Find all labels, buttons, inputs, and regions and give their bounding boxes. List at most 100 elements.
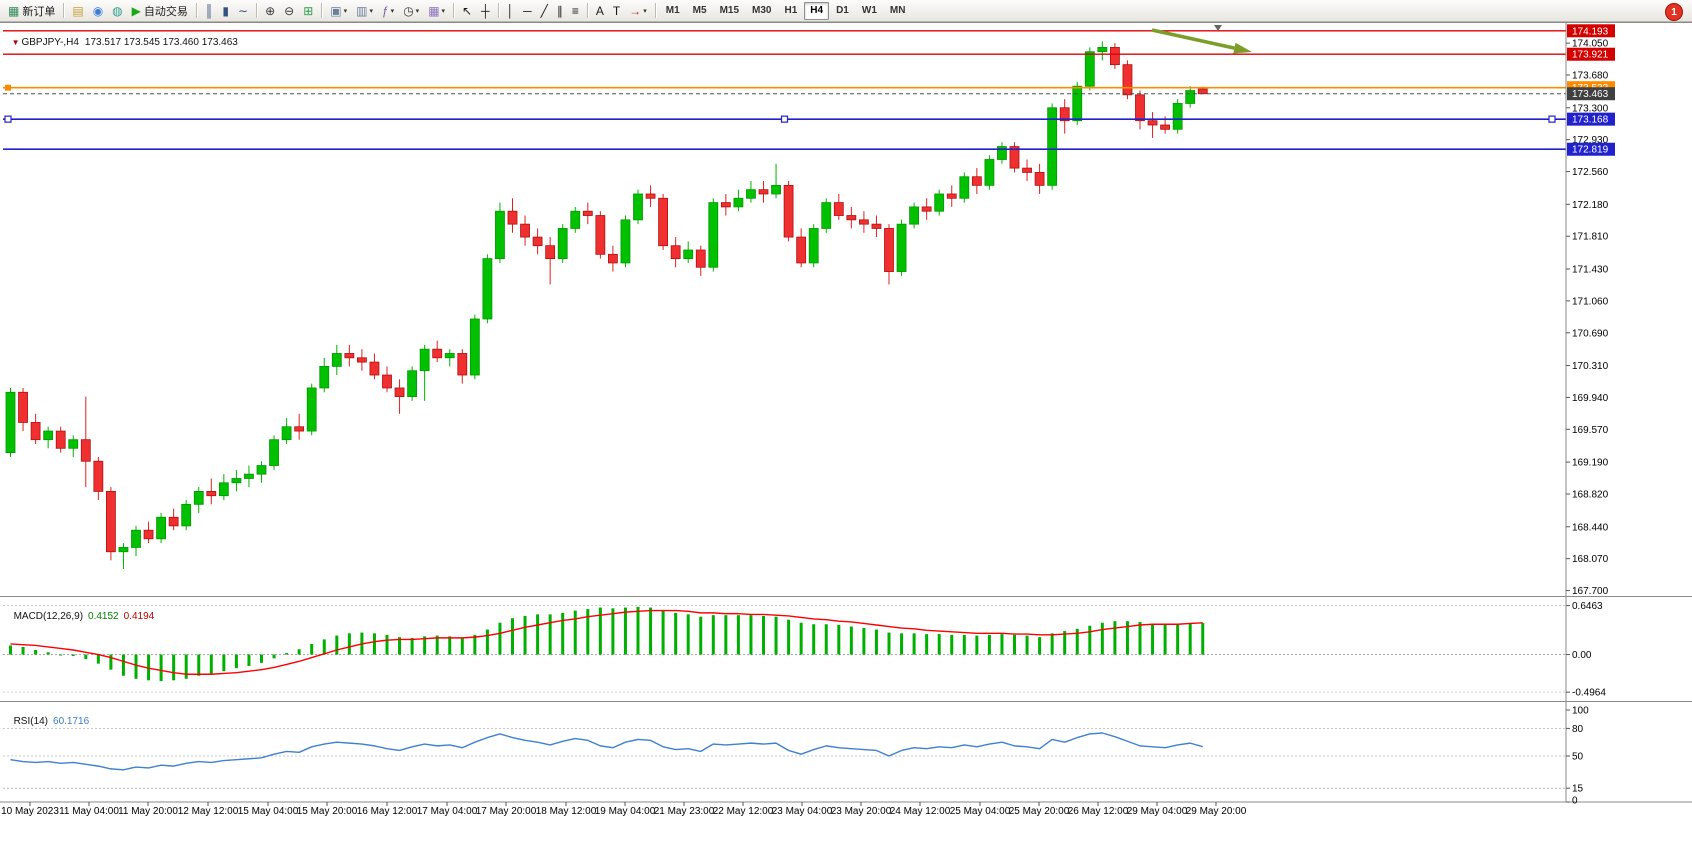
horizontal-line-objects[interactable] [3, 30, 1566, 151]
zoom-in-button[interactable]: ⊕ [261, 1, 279, 21]
timeframe-d1-button[interactable]: D1 [836, 5, 849, 16]
dropdown-arrow-icon[interactable]: ▾ [415, 7, 420, 15]
svg-text:-0.4964: -0.4964 [1572, 688, 1606, 699]
svg-text:167.700: 167.700 [1572, 586, 1609, 597]
navigator-button[interactable]: ◍ [108, 1, 126, 21]
hline-handle[interactable] [4, 115, 12, 123]
fibonacci-button[interactable]: ≡ [568, 1, 583, 21]
svg-text:15 May 04:00: 15 May 04:00 [238, 806, 299, 817]
chart-shift-marker-layer[interactable] [1214, 25, 1222, 31]
trendline-button[interactable]: ╱ [537, 1, 552, 21]
dropdown-arrow-icon[interactable]: ▾ [343, 7, 348, 15]
zoom-out-button[interactable]: ⊖ [280, 1, 298, 21]
line-chart-button[interactable]: ∼ [234, 1, 252, 21]
svg-text:172.930: 172.930 [1572, 135, 1609, 146]
crosshair-button[interactable]: ┼ [477, 1, 494, 21]
dropdown-arrow-icon[interactable]: ▾ [643, 7, 647, 15]
svg-text:15: 15 [1572, 784, 1584, 795]
dropdown-arrow-icon[interactable]: ▾ [441, 7, 446, 15]
autotrading-play-icon: ▶ [131, 3, 141, 18]
svg-text:171.060: 171.060 [1572, 296, 1609, 307]
chart-shift-button[interactable]: ▥ ▾ [352, 1, 377, 21]
svg-text:80: 80 [1572, 724, 1584, 735]
timeframe-m15-button[interactable]: M15 [719, 5, 740, 16]
hline-handle[interactable] [780, 115, 789, 123]
time-axis[interactable]: 10 May 2023 11 May 04:00 11 May 20:00 12 Ma… [1, 802, 1247, 817]
svg-text:169.940: 169.940 [1572, 393, 1609, 404]
toolbar-separator [321, 3, 323, 18]
text-button[interactable]: A [592, 1, 608, 21]
dropdown-arrow-icon[interactable]: ▾ [390, 7, 395, 15]
charts-grid-icon: ▤ [72, 3, 84, 18]
timeframe-h4-button[interactable]: H4 [804, 1, 830, 20]
svg-text:17 May 20:00: 17 May 20:00 [476, 806, 537, 817]
auto-scroll-button[interactable]: ▣ ▾ [326, 1, 351, 21]
dropdown-arrow-icon[interactable]: ▾ [369, 7, 373, 15]
main-toolbar: ▦ 新订单 ▤ ◉ ◍ ▶ 自动交易 ║ ▮ ∼ ⊕ ⊖ ⊞ ▣ ▾ ▥ ▾ ƒ ▾ ◷ ▾ ▦ ▾ ↖ ┼ │ ─ ╱ ∥ ≡ A T → ▾ M… [0, 0, 1692, 22]
price-scale[interactable]: 174.050 173.680 173.300 172.930 172.560 172.1… [1566, 24, 1615, 597]
toolbar-separator [586, 3, 588, 18]
svg-text:169.570: 169.570 [1572, 425, 1609, 436]
svg-text:173.168: 173.168 [1572, 115, 1609, 126]
crosshair-icon: ┼ [481, 3, 490, 18]
timeframe-w1-button[interactable]: W1 [861, 5, 877, 16]
svg-text:174.193: 174.193 [1572, 26, 1609, 37]
bar-chart-button[interactable]: ║ [201, 1, 218, 21]
chart-collapse-icon[interactable]: ▼ [11, 38, 20, 47]
timeframe-m5-button[interactable]: M5 [692, 5, 707, 16]
indicators-icon: ƒ [381, 3, 389, 18]
hline-handle[interactable] [1548, 115, 1556, 123]
candlestick-icon: ▮ [222, 3, 230, 18]
new-order-button[interactable]: ▦ 新订单 [4, 1, 59, 21]
charts-grid-button[interactable]: ▤ [68, 1, 87, 21]
timeframe-m1-button[interactable]: M1 [665, 5, 680, 16]
vertical-line-button[interactable]: │ [503, 1, 519, 21]
arrow-annotation[interactable] [1151, 28, 1252, 54]
arrows-button[interactable]: → ▾ [625, 1, 651, 21]
svg-text:169.190: 169.190 [1572, 458, 1609, 469]
price-badge: 174.193 [1567, 24, 1615, 38]
autotrading-button[interactable]: ▶ 自动交易 [128, 1, 192, 21]
timeframe-h1-button[interactable]: H1 [784, 5, 798, 16]
chart-title: ▼ GBPJPY-,H4 173.517 173.545 173.460 173.4… [6, 26, 238, 48]
hline-handle[interactable] [5, 84, 11, 91]
indicators-button[interactable]: ƒ ▾ [378, 1, 398, 21]
toolbar-separator [256, 3, 258, 18]
horizontal-line-button[interactable]: ─ [519, 1, 536, 21]
chart-shift-marker[interactable] [1214, 25, 1222, 31]
macd-signal-line [10, 609, 1203, 675]
svg-text:0: 0 [1572, 796, 1578, 807]
svg-text:11 May 20:00: 11 May 20:00 [118, 806, 178, 817]
chart-shift-icon: ▥ [356, 3, 368, 18]
channel-button[interactable]: ∥ [553, 1, 567, 21]
price-badge: 173.463 [1567, 87, 1615, 101]
svg-text:173.680: 173.680 [1572, 71, 1609, 82]
market-watch-button[interactable]: ◉ [89, 1, 107, 21]
templates-icon: ▦ [428, 3, 440, 18]
timeframe-m30-button[interactable]: M30 [752, 5, 772, 16]
svg-text:0.00: 0.00 [1572, 650, 1592, 661]
chart-ohlc-label: 173.517 173.545 173.460 173.463 [84, 37, 238, 48]
notification-badge[interactable]: 1 [1665, 3, 1683, 21]
cursor-button[interactable]: ↖ [458, 1, 476, 21]
svg-text:25 May 20:00: 25 May 20:00 [1009, 806, 1070, 817]
candlestick-chart-button[interactable]: ▮ [218, 1, 233, 21]
text-icon: A [595, 3, 604, 18]
templates-button[interactable]: ▦ ▾ [424, 1, 449, 21]
new-order-button-label: 新订单 [22, 5, 56, 18]
macd-main-value: 0.4152 [88, 611, 119, 622]
text-label-icon: T [612, 3, 621, 18]
periods-button[interactable]: ◷ ▾ [399, 1, 423, 21]
tile-windows-button[interactable]: ⊞ [299, 1, 317, 21]
svg-text:172.560: 172.560 [1572, 167, 1609, 178]
svg-text:50: 50 [1572, 752, 1584, 763]
svg-text:172.819: 172.819 [1572, 145, 1609, 156]
macd-name: MACD(12,26,9) [13, 611, 84, 622]
svg-text:0.6463: 0.6463 [1572, 601, 1603, 612]
text-label-button[interactable]: T [609, 1, 624, 21]
svg-text:170.690: 170.690 [1572, 328, 1609, 339]
clock-icon: ◷ [403, 3, 414, 18]
timeframe-mn-button[interactable]: MN [889, 5, 906, 16]
svg-text:173.921: 173.921 [1572, 50, 1609, 61]
